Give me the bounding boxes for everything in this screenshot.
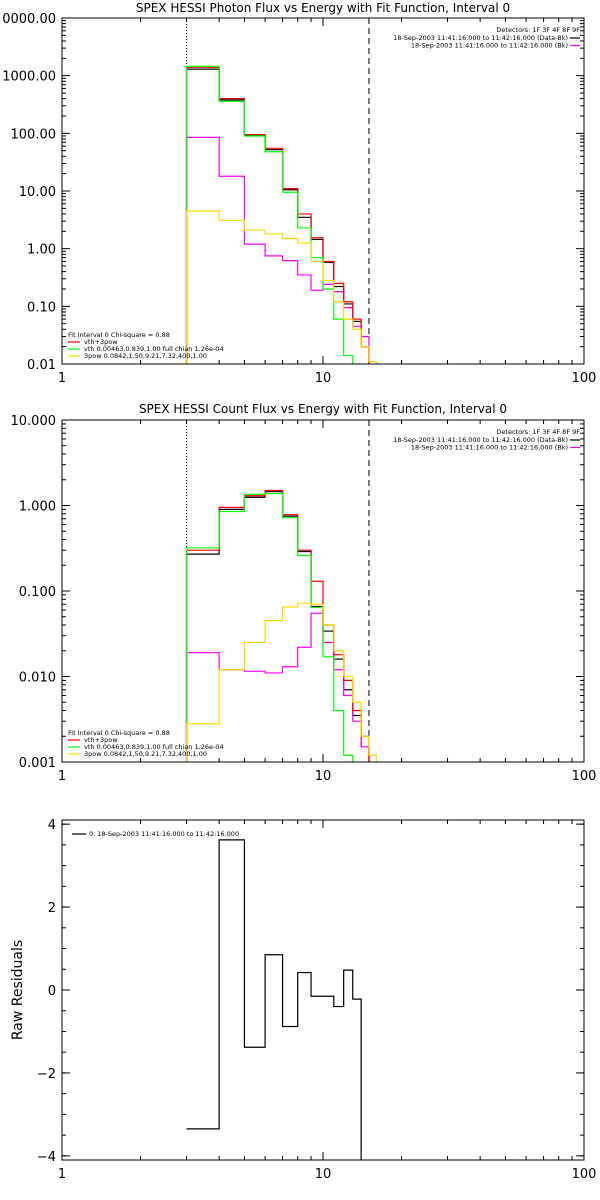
- series-bk: [185, 612, 370, 762]
- legend-entry-label: 3pow 0.0842,1.50,9.21,7.32,400,1.00: [84, 750, 207, 758]
- y-tick-label: 1.00: [27, 243, 56, 258]
- y-tick-label: 1.000: [19, 500, 56, 515]
- y-tick-label: 1000.00: [2, 70, 56, 85]
- y-tick-label: 0000.00: [2, 12, 56, 27]
- legend-entry-label: vth+3pow: [84, 736, 118, 744]
- plot-frame: [61, 17, 585, 365]
- legend-fit-info: Fit Interval 0 Chi-square = 0.88: [68, 729, 170, 737]
- plot-frame: [61, 419, 585, 763]
- chart-title: SPEX HESSI Count Flux vs Energy with Fit…: [139, 402, 507, 416]
- y-axis-label: Raw Residuals: [10, 940, 26, 1040]
- series-data-bk: [185, 68, 370, 364]
- plot-frame: [61, 819, 585, 1161]
- series-3pow: [185, 210, 384, 364]
- y-tick-label: 0.10: [27, 300, 56, 315]
- legend-fit-info: Fit Interval 0 Chi-square = 0.88: [68, 331, 170, 339]
- y-tick-label: 100.00: [11, 127, 57, 142]
- x-tick-label: 1: [58, 769, 66, 784]
- legend-entry-label: vth 0.00463,0.839,1.00 full chian 1.26e-…: [84, 345, 224, 353]
- data-series-group: [185, 489, 377, 762]
- x-tick-label: 100: [572, 1167, 597, 1182]
- series-bk: [185, 136, 370, 364]
- series-vth-3pow: [185, 489, 370, 762]
- y-tick-label: 0.100: [19, 585, 56, 600]
- data-series-group: [185, 65, 384, 364]
- y-tick-label: −4: [37, 1150, 56, 1165]
- series-3pow: [185, 602, 377, 762]
- y-tick-label: 0.001: [19, 756, 56, 771]
- y-tick-label: 10.00: [19, 185, 56, 200]
- chart-panel-1: SPEX HESSI Photon Flux vs Energy with Fi…: [2, 1, 596, 386]
- legend-entry-label: 0. 18-Sep-2003 11:41:16.000 to 11:42:16.…: [89, 830, 239, 838]
- x-tick-label: 10: [315, 769, 332, 784]
- x-tick-label: 1: [58, 1167, 66, 1182]
- series-vth: [185, 65, 362, 364]
- y-tick-label: −2: [37, 1067, 56, 1082]
- chart-title: SPEX HESSI Photon Flux vs Energy with Fi…: [136, 1, 510, 15]
- y-tick-label: 0.01: [27, 358, 56, 373]
- legend-entry-label: 3pow 0.0842,1.50,9.21,7.32,400,1.00: [84, 352, 207, 360]
- x-tick-label: 100: [572, 769, 597, 784]
- y-tick-label: 10.000: [11, 414, 57, 429]
- x-tick-label: 10: [315, 371, 332, 386]
- x-tick-label: 1: [58, 371, 66, 386]
- legend-entry-label: vth 0.00463,0.839,1.00 full chian 1.26e-…: [84, 743, 224, 751]
- legend-entry-label: vth+3pow: [84, 338, 118, 346]
- data-series-group: [186, 839, 362, 1160]
- x-tick-label: 100: [572, 371, 597, 386]
- y-tick-label: 4: [48, 818, 56, 833]
- y-tick-label: 2: [48, 901, 56, 916]
- series-0-18-sep-2003-11-41-16-000-to-11-42-16-000: [186, 839, 362, 1160]
- legend-entry-label: 18-Sep-2003 11:41:16.000 to 11:42:16.000…: [411, 42, 568, 50]
- chart-panel-3: 1 10 100 −4 −2 0 2 4 Raw Residuals 0. 18-Sep-2003…: [10, 818, 596, 1182]
- x-tick-label: 10: [315, 1167, 332, 1182]
- legend-entry-label: 18-Sep-2003 11:41:16.000 to 11:42:16.000…: [411, 444, 568, 452]
- legend-entry-label: 18-Sep-2003 11:41:16.000 to 11:42:16.000…: [393, 436, 568, 444]
- legend-detectors: Detectors: 1F 3F 4F 8F 9F: [496, 428, 580, 436]
- chart-panel-2: SPEX HESSI Count Flux vs Energy with Fit…: [11, 402, 597, 784]
- y-tick-label: 0: [48, 984, 56, 999]
- y-tick-label: 0.010: [19, 671, 56, 686]
- series-vth: [185, 492, 354, 762]
- legend-entry-label: 18-Sep-2003 11:41:16.000 to 11:42:16.000…: [393, 34, 568, 42]
- legend-detectors: Detectors: 1F 3F 4F 8F 9F: [496, 26, 580, 34]
- series-data-bk: [185, 491, 370, 762]
